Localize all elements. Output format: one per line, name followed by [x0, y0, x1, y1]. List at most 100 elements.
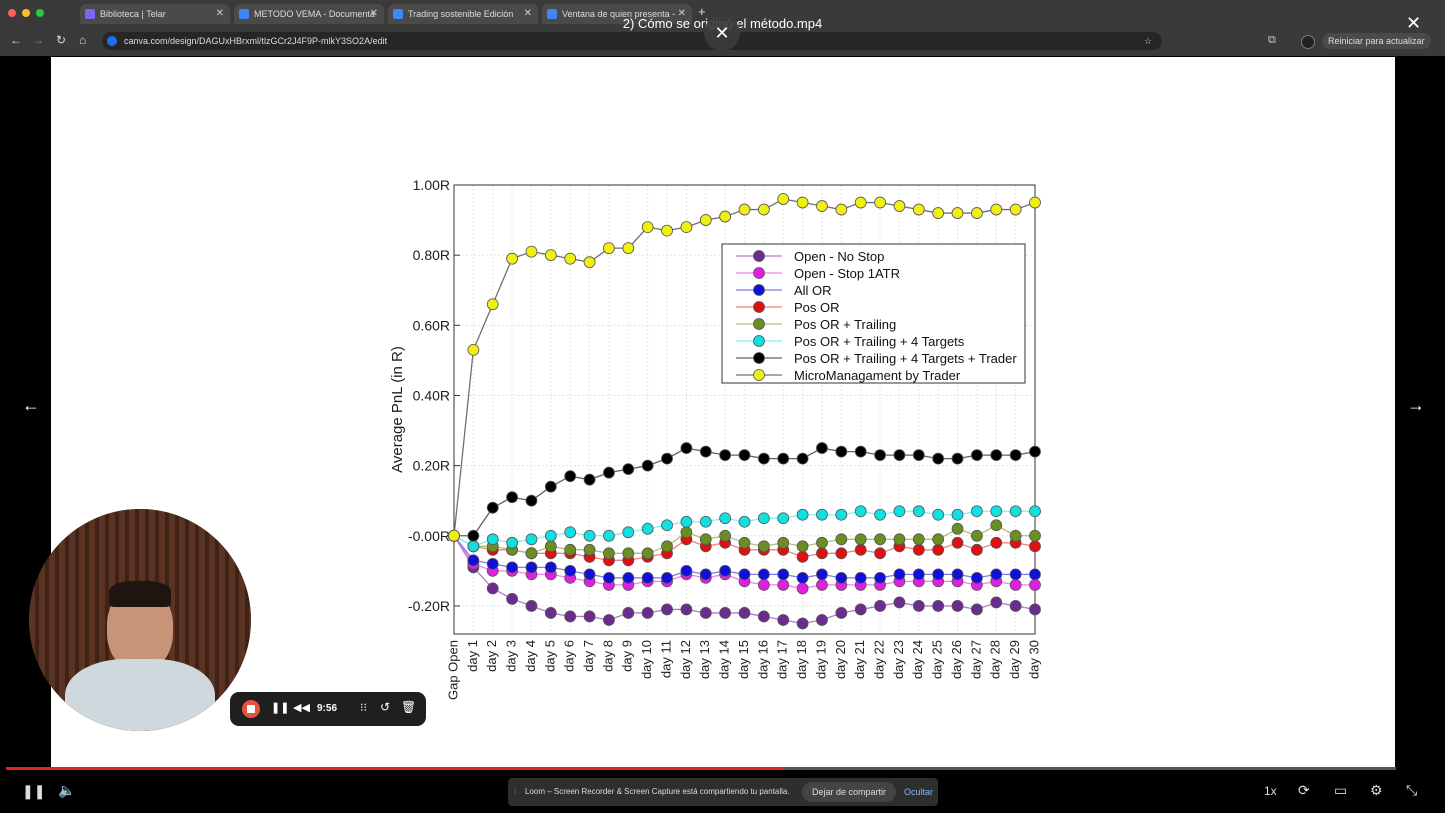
- pause-icon[interactable]: ❚❚: [22, 783, 46, 799]
- new-tab-icon[interactable]: +: [698, 4, 706, 19]
- next-arrow-icon[interactable]: →: [1407, 395, 1425, 415]
- data-point: [912, 533, 925, 546]
- data-point: [971, 449, 983, 462]
- data-point: [854, 543, 867, 556]
- video-progress-bar[interactable]: [6, 767, 1396, 770]
- data-point: [971, 571, 983, 584]
- data-point: [951, 568, 964, 581]
- legend-marker: [753, 352, 765, 364]
- data-point: [699, 607, 712, 619]
- loop-icon[interactable]: ⟳: [1298, 782, 1310, 798]
- back-icon[interactable]: ←: [10, 33, 22, 47]
- home-icon[interactable]: ⌂: [79, 33, 87, 47]
- legend-marker: [753, 284, 765, 296]
- data-point: [680, 442, 693, 454]
- tab-trading[interactable]: Trading sostenible Edición ✕: [388, 4, 538, 24]
- presentation-slide: 1.00R 0.80R 0.60R 0.40R 0.20R -0.00R -0.20R Gap…: [51, 57, 1395, 767]
- profile-avatar[interactable]: [1301, 35, 1315, 49]
- data-point: [874, 533, 886, 546]
- loom-control-bar: ❚❚ ◀◀ 9:56 ⁝⁝ ↺ 🗑: [230, 692, 426, 726]
- data-point: [796, 571, 809, 584]
- data-point: [699, 533, 712, 546]
- data-point: [719, 210, 732, 223]
- rewind-icon[interactable]: ◀◀: [293, 702, 310, 714]
- drag-handle-icon[interactable]: ⁞: [514, 787, 517, 796]
- data-point: [583, 529, 596, 542]
- legend-marker: [753, 318, 765, 330]
- data-point: [544, 561, 557, 574]
- data-point: [603, 614, 615, 626]
- data-point: [603, 547, 615, 560]
- tab-close-icon[interactable]: ✕: [369, 8, 378, 19]
- y-tick-label: -0.20R: [408, 598, 450, 614]
- x-tick-label: day 10: [639, 640, 654, 679]
- data-point: [738, 568, 751, 581]
- x-tick-label: day 21: [852, 640, 867, 679]
- data-point: [951, 536, 964, 549]
- data-point: [603, 571, 615, 584]
- volume-icon[interactable]: 🔈: [58, 782, 76, 798]
- zoom-window-button[interactable]: [36, 9, 44, 17]
- data-point: [467, 529, 480, 542]
- data-point: [835, 533, 848, 546]
- tab-close-icon[interactable]: ✕: [215, 8, 224, 19]
- notification-text: Loom – Screen Recorder & Screen Capture …: [525, 787, 790, 796]
- data-point: [525, 600, 538, 612]
- close-overlay-icon[interactable]: ✕: [1406, 13, 1422, 33]
- playback-speed[interactable]: 1x: [1264, 784, 1277, 798]
- x-tick-label: day 22: [872, 640, 887, 679]
- url-text: canva.com/design/DAGUxHBrxml/tlzGCr2J4F9…: [124, 36, 388, 46]
- close-window-button[interactable]: [8, 9, 16, 17]
- data-point: [525, 547, 538, 560]
- update-button[interactable]: Reiniciar para actualizar: [1322, 33, 1431, 49]
- x-tick-label: day 9: [620, 640, 635, 672]
- data-point: [699, 515, 712, 528]
- data-point: [796, 550, 809, 563]
- data-point: [486, 557, 499, 570]
- subtitles-icon[interactable]: ▭: [1334, 782, 1348, 798]
- reload-icon[interactable]: ↻: [56, 33, 67, 47]
- data-point: [990, 505, 1003, 518]
- data-point: [951, 452, 964, 465]
- restart-icon[interactable]: ↺: [380, 700, 391, 714]
- forward-icon[interactable]: →: [32, 33, 44, 47]
- webcam-bubble[interactable]: [29, 509, 251, 731]
- data-point: [777, 193, 790, 205]
- tab-close-icon[interactable]: ✕: [677, 8, 686, 19]
- settings-gear-icon[interactable]: ⚙: [1370, 782, 1383, 798]
- stop-recording-button[interactable]: [242, 700, 260, 718]
- data-point: [544, 480, 557, 493]
- data-point: [544, 607, 557, 619]
- data-point: [893, 449, 906, 462]
- data-point: [990, 536, 1003, 549]
- address-bar[interactable]: canva.com/design/DAGUxHBrxml/tlzGCr2J4F9…: [102, 32, 1162, 50]
- previous-arrow-icon[interactable]: ←: [22, 395, 40, 415]
- bookmark-star-icon[interactable]: ☆: [1143, 36, 1152, 46]
- tab-title: METODO VEMA - Documenta: [254, 9, 375, 19]
- minimize-window-button[interactable]: [22, 9, 30, 17]
- x-tick-label: day 29: [1007, 640, 1022, 679]
- tab-metodo-vema[interactable]: METODO VEMA - Documenta ✕: [234, 4, 384, 24]
- presenter-hair: [109, 581, 171, 607]
- data-point: [816, 536, 828, 549]
- extensions-icon[interactable]: ⧉: [1268, 34, 1276, 46]
- data-point: [757, 512, 770, 525]
- exit-fullscreen-icon[interactable]: ⤡: [1406, 782, 1418, 798]
- tab-close-icon[interactable]: ✕: [523, 8, 532, 19]
- close-player-icon[interactable]: ✕: [704, 15, 740, 51]
- tab-ventana[interactable]: Ventana de quien presenta - ✕: [542, 4, 692, 24]
- tab-favicon-icon: [239, 9, 249, 19]
- data-point: [932, 508, 945, 521]
- x-tick-label: day 13: [697, 640, 712, 679]
- stop-sharing-button[interactable]: Dejar de compartir: [802, 782, 896, 802]
- data-point: [680, 515, 693, 528]
- data-point: [1009, 578, 1022, 591]
- data-point: [1009, 529, 1022, 542]
- hide-button[interactable]: Ocultar: [904, 787, 934, 797]
- grid-icon[interactable]: ⁝⁝: [360, 702, 367, 714]
- trash-icon[interactable]: 🗑: [401, 700, 417, 714]
- tab-biblioteca[interactable]: Biblioteca | Telar ✕: [80, 4, 230, 24]
- tab-favicon-icon: [85, 9, 95, 19]
- presenter-shirt: [65, 659, 215, 731]
- pause-recording-icon[interactable]: ❚❚: [271, 702, 290, 714]
